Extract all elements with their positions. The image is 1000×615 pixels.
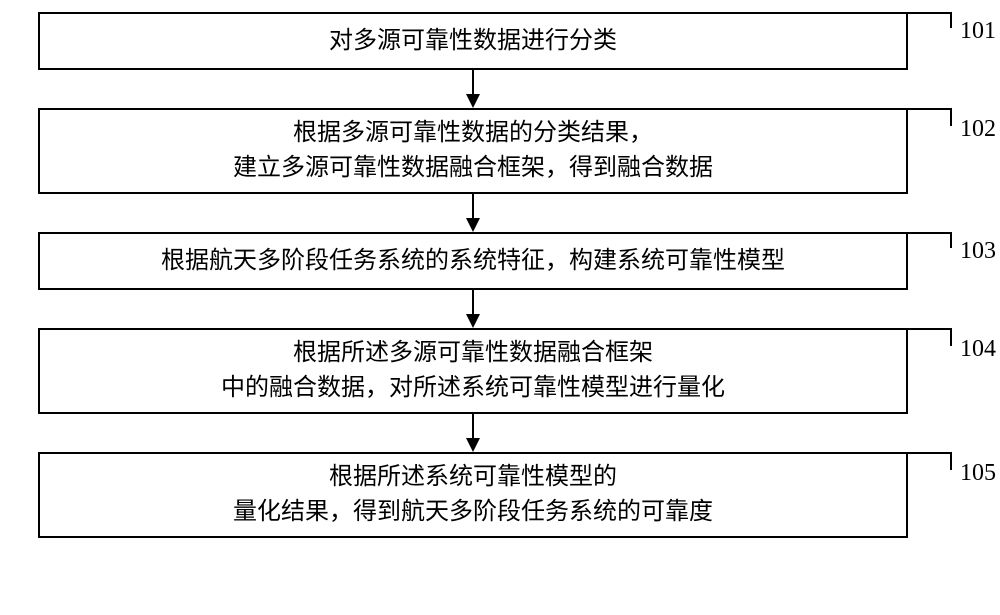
flow-box-5: 根据所述系统可靠性模型的量化结果，得到航天多阶段任务系统的可靠度 bbox=[38, 452, 908, 538]
flow-label-1: 101 bbox=[960, 18, 996, 45]
flow-label-4: 104 bbox=[960, 336, 996, 363]
label-connector-v-1 bbox=[950, 12, 952, 28]
flow-box-line: 量化结果，得到航天多阶段任务系统的可靠度 bbox=[233, 495, 713, 530]
label-connector-v-4 bbox=[950, 328, 952, 346]
flow-label-2: 102 bbox=[960, 116, 996, 143]
arrow-head-2 bbox=[466, 218, 480, 232]
arrow-head-4 bbox=[466, 438, 480, 452]
flow-box-line: 根据多源可靠性数据的分类结果， bbox=[293, 116, 653, 151]
arrow-shaft-2 bbox=[472, 194, 474, 218]
flow-box-line: 根据所述系统可靠性模型的 bbox=[329, 460, 617, 495]
flow-box-line: 建立多源可靠性数据融合框架，得到融合数据 bbox=[233, 151, 713, 186]
label-connector-v-2 bbox=[950, 108, 952, 126]
label-connector-h-3 bbox=[908, 232, 952, 234]
arrow-head-1 bbox=[466, 94, 480, 108]
flow-box-1: 对多源可靠性数据进行分类 bbox=[38, 12, 908, 70]
arrow-shaft-4 bbox=[472, 414, 474, 438]
arrow-shaft-3 bbox=[472, 290, 474, 314]
label-connector-h-2 bbox=[908, 108, 952, 110]
flow-box-line: 根据所述多源可靠性数据融合框架 bbox=[293, 336, 653, 371]
label-connector-h-1 bbox=[908, 12, 952, 14]
label-connector-h-4 bbox=[908, 328, 952, 330]
flow-box-line: 对多源可靠性数据进行分类 bbox=[329, 24, 617, 59]
arrow-shaft-1 bbox=[472, 70, 474, 94]
label-connector-h-5 bbox=[908, 452, 952, 454]
label-connector-v-3 bbox=[950, 232, 952, 248]
flow-label-5: 105 bbox=[960, 460, 996, 487]
flow-box-3: 根据航天多阶段任务系统的系统特征，构建系统可靠性模型 bbox=[38, 232, 908, 290]
flow-label-3: 103 bbox=[960, 238, 996, 265]
flow-box-2: 根据多源可靠性数据的分类结果，建立多源可靠性数据融合框架，得到融合数据 bbox=[38, 108, 908, 194]
flow-box-line: 根据航天多阶段任务系统的系统特征，构建系统可靠性模型 bbox=[161, 244, 785, 279]
flow-box-4: 根据所述多源可靠性数据融合框架中的融合数据，对所述系统可靠性模型进行量化 bbox=[38, 328, 908, 414]
arrow-head-3 bbox=[466, 314, 480, 328]
flow-box-line: 中的融合数据，对所述系统可靠性模型进行量化 bbox=[221, 371, 725, 406]
label-connector-v-5 bbox=[950, 452, 952, 470]
flowchart-container: 对多源可靠性数据进行分类 101 根据多源可靠性数据的分类结果，建立多源可靠性数据融… bbox=[0, 0, 1000, 615]
